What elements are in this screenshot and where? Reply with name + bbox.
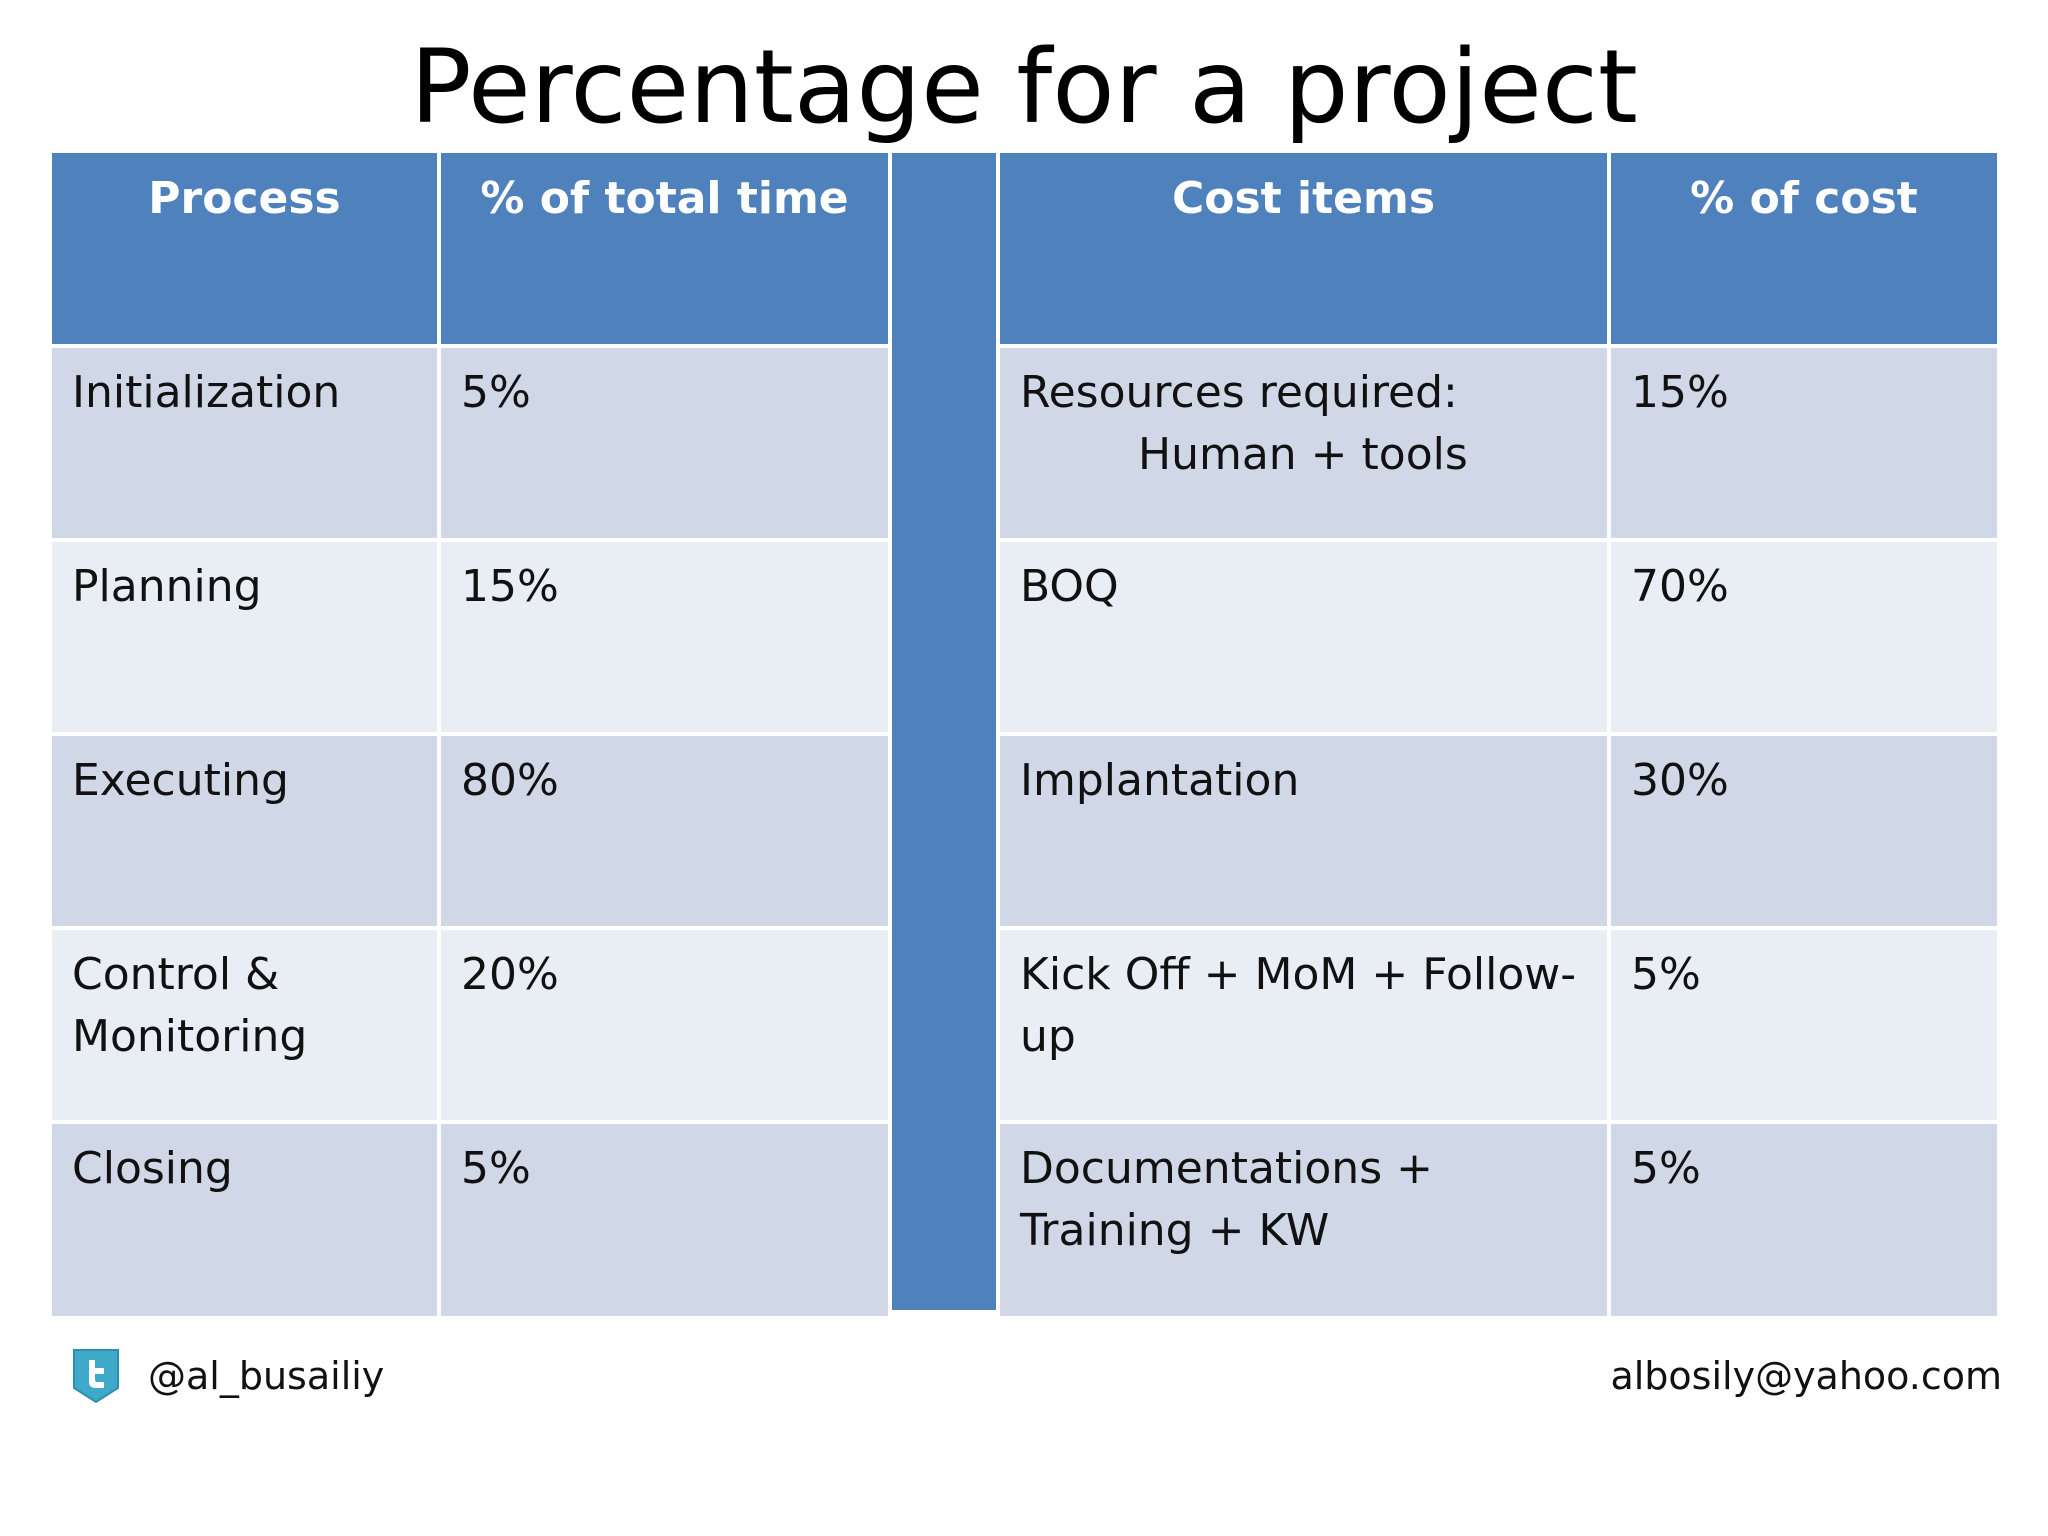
table-row: Planning 15% <box>52 542 888 736</box>
cost-percent-cell: 15% <box>1631 367 1729 418</box>
cost-percent-cell: 5% <box>1631 1143 1701 1194</box>
cost-item-cell: Implantation <box>1000 736 1611 926</box>
table-row: Control & Monitoring 20% <box>52 930 888 1124</box>
cost-item-sublabel: Human + tools <box>1138 429 1468 480</box>
separator-column <box>892 153 996 1310</box>
cost-table: Cost items % of cost Resources required:… <box>1000 153 1997 1316</box>
header-process: Process <box>52 153 441 344</box>
table-row: Documentations + Training + KW 5% <box>1000 1124 1997 1316</box>
header-cost-items: Cost items <box>1000 153 1611 344</box>
cost-item-cell: Documentations + Training + KW <box>1000 1124 1611 1316</box>
cost-item-label: Resources required: <box>1020 367 1458 418</box>
time-table: Process % of total time Initialization 5… <box>52 153 888 1316</box>
time-percent-cell: 15% <box>461 561 559 612</box>
cost-item-cell: BOQ <box>1000 542 1611 732</box>
table-header-row: Process % of total time <box>52 153 888 348</box>
process-cell: Planning <box>52 542 441 732</box>
table-row: Closing 5% <box>52 1124 888 1316</box>
slide-title: Percentage for a project <box>410 28 1638 147</box>
footer-email: albosily@yahoo.com <box>1610 1354 2002 1398</box>
table-row: Kick Off + MoM + Follow-up 5% <box>1000 930 1997 1124</box>
table-row: BOQ 70% <box>1000 542 1997 736</box>
cost-item-cell: Kick Off + MoM + Follow-up <box>1000 930 1611 1120</box>
header-cost-percent: % of cost <box>1690 173 1918 224</box>
twitter-handle: @al_busailiy <box>148 1354 385 1398</box>
process-cell: Executing <box>52 736 441 926</box>
cost-percent-cell: 70% <box>1631 561 1729 612</box>
table-row: Implantation 30% <box>1000 736 1997 930</box>
process-cell: Control & Monitoring <box>52 930 441 1120</box>
twitter-icon <box>73 1349 119 1404</box>
time-percent-cell: 80% <box>461 755 559 806</box>
table-row: Executing 80% <box>52 736 888 930</box>
table-header-row: Cost items % of cost <box>1000 153 1997 348</box>
time-percent-cell: 20% <box>461 949 559 1000</box>
table-row: Resources required: Human + tools 15% <box>1000 348 1997 542</box>
time-percent-cell: 5% <box>461 367 531 418</box>
process-cell: Closing <box>52 1124 441 1316</box>
footer-twitter: @al_busailiy <box>70 1344 384 1408</box>
header-time-percent: % of total time <box>480 173 849 224</box>
cost-item-cell: Resources required: Human + tools <box>1000 348 1611 538</box>
cost-percent-cell: 30% <box>1631 755 1729 806</box>
time-percent-cell: 5% <box>461 1143 531 1194</box>
table-row: Initialization 5% <box>52 348 888 542</box>
process-cell: Initialization <box>52 348 441 538</box>
cost-percent-cell: 5% <box>1631 949 1701 1000</box>
